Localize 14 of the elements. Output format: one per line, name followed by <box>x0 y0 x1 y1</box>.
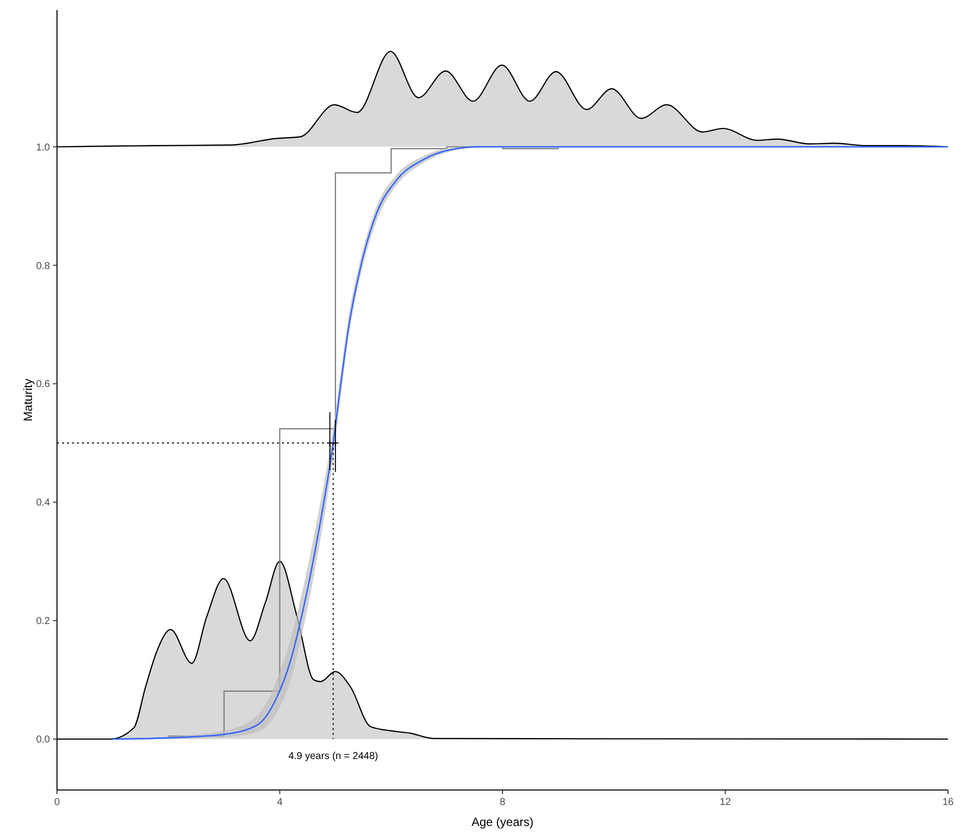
x-tick-label: 8 <box>500 797 506 808</box>
y-tick-label: 0.6 <box>36 379 50 390</box>
y-tick-label: 0.8 <box>36 260 50 272</box>
x-tick-label: 0 <box>54 797 60 808</box>
x-tick-label: 16 <box>942 797 954 808</box>
y-tick-label: 0.4 <box>36 498 50 509</box>
annotation: 4.9 years (n = 2448) <box>288 751 378 762</box>
x-tick-label: 4 <box>276 797 283 808</box>
y-axis-title: Maturity <box>21 378 35 422</box>
y-tick-label: 1.0 <box>36 142 50 154</box>
y-tick-label: 0.0 <box>36 734 50 746</box>
x-tick-label: 12 <box>720 797 732 808</box>
y-tick-label: 0.2 <box>36 616 50 628</box>
x-axis-title: Age (years) <box>471 815 534 829</box>
